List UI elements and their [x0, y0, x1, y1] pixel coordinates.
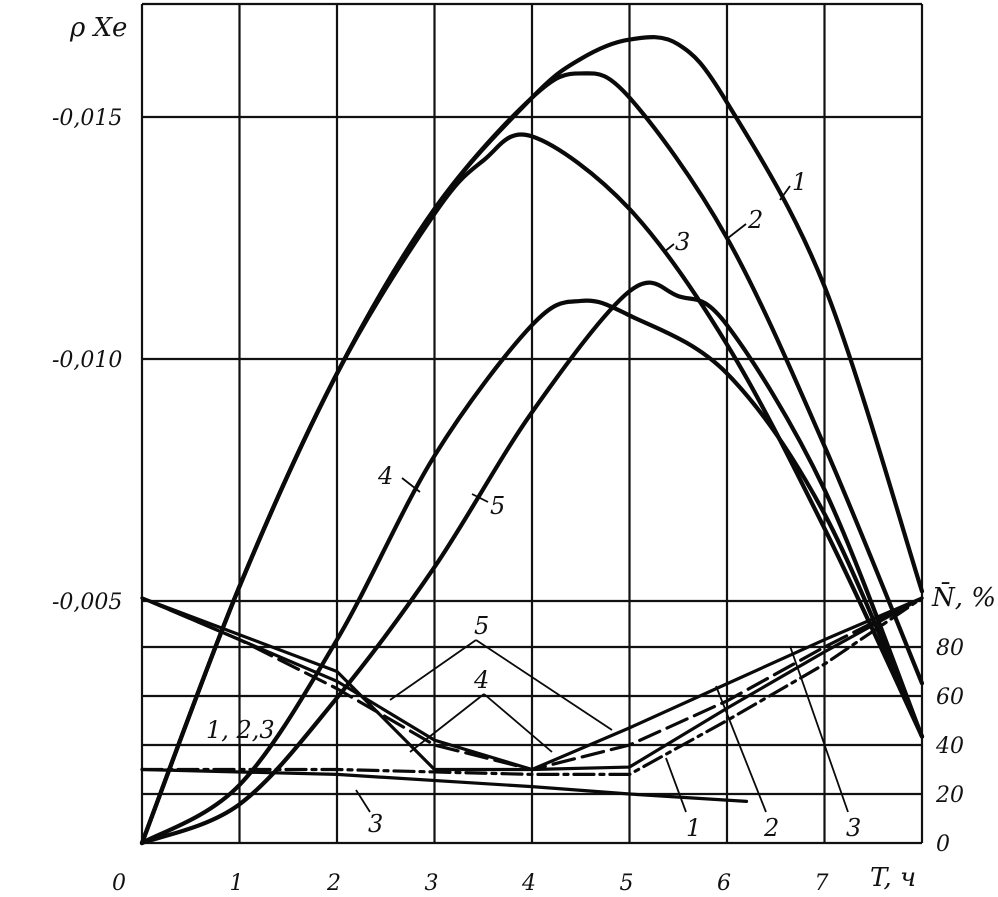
x-tick-4: 4 — [521, 871, 536, 896]
label-reactivity-3: 3 — [675, 228, 690, 256]
curve-labels: ρ Xe N̄, % T, ч 1 2 3 4 5 1, 2,3 3 4 5 1… — [69, 13, 996, 893]
leader-reactivity-1 — [779, 185, 791, 201]
x-tick-2: 2 — [326, 871, 341, 896]
y-left-tick-2: -0,015 — [52, 106, 122, 131]
leader-power-1-bottom — [665, 757, 687, 813]
y-right-tick-40: 40 — [935, 734, 964, 759]
label-reactivity-5: 5 — [490, 492, 505, 520]
leader-power-3-left — [355, 789, 371, 813]
x-tick-1: 1 — [230, 871, 244, 896]
reactivity-curve-3 — [139, 132, 925, 846]
leader-power-5-a — [389, 639, 477, 701]
reactivity-curve-5 — [139, 280, 925, 846]
power-curves — [140, 596, 924, 803]
label-power-1-bottom: 1 — [686, 814, 701, 842]
axis-ticks: 0 1 2 3 4 5 6 7 -0,005 -0,010 -0,015 0 20 40 60 80 — [52, 106, 964, 896]
power-curve-3 — [140, 596, 924, 776]
reactivity-curve-4 — [139, 298, 925, 846]
label-power-123: 1, 2,3 — [206, 716, 275, 744]
y-right-tick-20: 20 — [935, 783, 964, 808]
x-tick-6: 6 — [717, 871, 731, 896]
y-left-tick-0: -0,005 — [52, 590, 122, 615]
x-tick-3: 3 — [425, 871, 439, 896]
label-power-3-left: 3 — [368, 810, 383, 838]
y-right-tick-0: 0 — [936, 832, 950, 857]
leader-power-4-a — [409, 693, 485, 753]
label-power-3-bottom: 3 — [846, 814, 861, 842]
label-power-5: 5 — [474, 612, 489, 640]
bottom-axis-label: T, ч — [870, 863, 916, 893]
label-reactivity-2: 2 — [747, 206, 763, 234]
right-axis-label: N̄, % — [931, 581, 996, 613]
chart-grid — [140, 2, 924, 845]
power-curve-1 — [140, 767, 749, 803]
label-reactivity-1: 1 — [792, 168, 807, 196]
leader-reactivity-5 — [471, 493, 489, 503]
reactivity-curves — [139, 35, 925, 846]
x-tick-5: 5 — [620, 871, 634, 896]
y-right-tick-80: 80 — [936, 636, 964, 661]
leader-reactivity-3 — [663, 243, 675, 253]
label-reactivity-4: 4 — [377, 462, 393, 490]
leader-reactivity-2 — [727, 223, 747, 239]
x-tick-0: 0 — [112, 871, 126, 896]
label-power-2-bottom: 2 — [763, 814, 779, 842]
leader-power-4-b — [483, 693, 553, 753]
leader-power-3-bottom — [789, 645, 849, 813]
x-tick-7: 7 — [815, 871, 829, 896]
leader-power-2-bottom — [715, 685, 767, 813]
leader-power-5-b — [475, 639, 613, 731]
power-curve-5 — [140, 596, 924, 772]
left-axis-label: ρ Xe — [69, 13, 127, 43]
label-power-4: 4 — [473, 666, 489, 694]
y-left-tick-1: -0,010 — [52, 348, 122, 373]
leader-reactivity-4 — [401, 477, 421, 493]
power-curve-4 — [140, 596, 924, 772]
y-right-tick-60: 60 — [936, 685, 964, 710]
